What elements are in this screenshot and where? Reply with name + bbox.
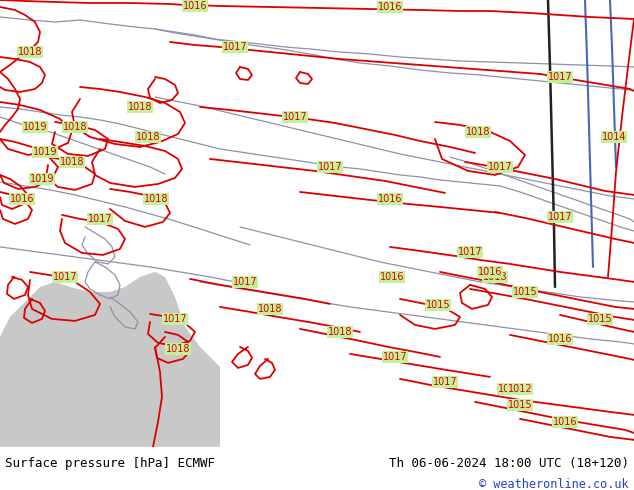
- Text: 1016: 1016: [380, 272, 404, 282]
- Text: 1017: 1017: [498, 384, 522, 394]
- Text: 1017: 1017: [318, 162, 342, 172]
- Text: 1017: 1017: [283, 112, 307, 122]
- Text: 1017: 1017: [53, 272, 77, 282]
- Text: 1016: 1016: [548, 334, 573, 344]
- Text: 1019: 1019: [30, 174, 55, 184]
- Text: 1019: 1019: [33, 147, 57, 157]
- Text: 1018: 1018: [60, 157, 84, 167]
- Text: 1016: 1016: [378, 194, 402, 204]
- Text: 1017: 1017: [233, 277, 257, 287]
- Text: 1017: 1017: [488, 162, 512, 172]
- Text: 1014: 1014: [602, 132, 626, 142]
- Text: 1018: 1018: [136, 132, 160, 142]
- Text: 1015: 1015: [588, 314, 612, 324]
- Text: 1017: 1017: [458, 247, 482, 257]
- Text: 1017: 1017: [432, 377, 457, 387]
- Text: 1017: 1017: [548, 212, 573, 222]
- Text: 1016: 1016: [553, 417, 577, 427]
- Text: 1015: 1015: [513, 287, 537, 297]
- Text: 1018: 1018: [466, 127, 490, 137]
- Text: 1017: 1017: [163, 314, 187, 324]
- Text: 1017: 1017: [87, 214, 112, 224]
- Text: 1015: 1015: [508, 400, 533, 410]
- Text: 1017: 1017: [548, 72, 573, 82]
- Text: 1016: 1016: [378, 2, 402, 12]
- Text: 1018: 1018: [482, 272, 507, 282]
- Text: © weatheronline.co.uk: © weatheronline.co.uk: [479, 478, 629, 490]
- Text: 1018: 1018: [258, 304, 282, 314]
- Text: 1018: 1018: [328, 327, 353, 337]
- Text: 1018: 1018: [165, 344, 190, 354]
- Text: 1017: 1017: [223, 42, 247, 52]
- Text: 1018: 1018: [63, 122, 87, 132]
- Text: 1016: 1016: [478, 267, 502, 277]
- Text: 1015: 1015: [425, 300, 450, 310]
- Text: 1012: 1012: [508, 384, 533, 394]
- Text: Surface pressure [hPa] ECMWF: Surface pressure [hPa] ECMWF: [5, 457, 215, 470]
- Text: 1018: 1018: [127, 102, 152, 112]
- Text: 1018: 1018: [144, 194, 168, 204]
- Text: 1017: 1017: [383, 352, 407, 362]
- Text: Th 06-06-2024 18:00 UTC (18+120): Th 06-06-2024 18:00 UTC (18+120): [389, 457, 629, 470]
- Text: 1019: 1019: [23, 122, 48, 132]
- Text: 1018: 1018: [18, 47, 42, 57]
- Text: 1016: 1016: [183, 1, 207, 11]
- Text: 1016: 1016: [10, 194, 34, 204]
